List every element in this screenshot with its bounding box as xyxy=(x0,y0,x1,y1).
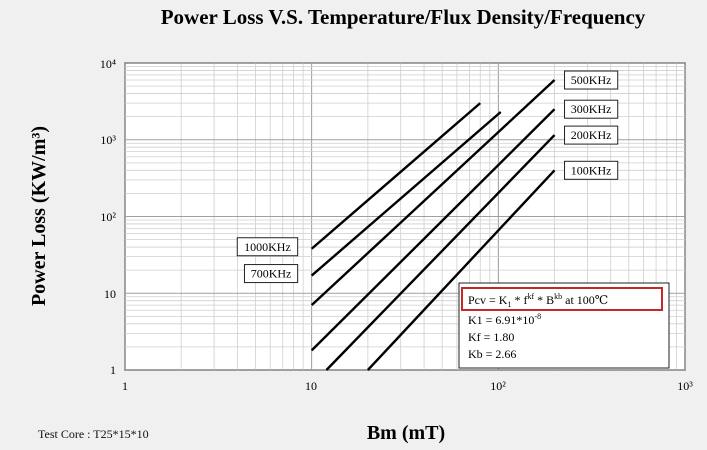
x-tick-labels: 1 10 10² 10³ xyxy=(122,379,693,393)
series-line-300khz xyxy=(310,108,556,352)
x-tick-label: 10 xyxy=(305,379,317,393)
series-label-box xyxy=(236,237,299,257)
y-tick-label: 10³ xyxy=(100,133,116,147)
series-label-box xyxy=(564,70,619,90)
formula-box: Pcv = K1 * fkf * Bkb at 100℃ K1 = 6.91*1… xyxy=(458,282,670,369)
y-axis-label: Power Loss (KW/m³) xyxy=(28,126,50,306)
series-line-200khz xyxy=(325,134,556,371)
series-label-500khz: 500KHz xyxy=(571,73,612,87)
series-label-box xyxy=(564,160,619,180)
series-labels: 1000KHz 700KHz 500KHz 300KHz 200KHz 100KHz xyxy=(236,70,619,284)
formula-kb: Kb = 2.66 xyxy=(468,347,516,361)
formula-box-bg xyxy=(458,282,670,369)
formula-kf: Kf = 1.80 xyxy=(468,330,514,344)
series-label-box xyxy=(564,125,619,145)
series-label-box xyxy=(243,264,299,284)
y-tick-labels: 1 10 10² 10³ 10⁴ xyxy=(100,57,117,377)
formula-equation: Pcv = K1 * fkf * Bkb at 100℃ xyxy=(468,292,608,309)
series-line-500khz xyxy=(310,79,556,307)
series-line-100khz xyxy=(366,169,556,371)
formula-highlight xyxy=(461,287,663,311)
series-line-700khz xyxy=(310,111,502,277)
x-axis-label: Bm (mT) xyxy=(367,422,445,444)
y-tick-label: 10⁴ xyxy=(100,57,116,71)
x-tick-label: 1 xyxy=(122,379,128,393)
x-tick-label: 10² xyxy=(490,379,506,393)
chart-title: Power Loss V.S. Temperature/Flux Density… xyxy=(161,5,646,29)
series-label-1000khz: 1000KHz xyxy=(244,240,291,254)
formula-k1: K1 = 6.91*10-8 xyxy=(468,312,541,327)
series-label-100khz: 100KHz xyxy=(571,163,612,177)
series-label-200khz: 200KHz xyxy=(571,128,612,142)
y-tick-label: 10 xyxy=(104,287,116,301)
x-tick-label: 10³ xyxy=(677,379,693,393)
series-label-300khz: 300KHz xyxy=(571,102,612,116)
series-lines xyxy=(310,79,556,371)
series-line-1000khz xyxy=(310,102,482,250)
series-label-700khz: 700KHz xyxy=(251,267,292,281)
y-tick-label: 10² xyxy=(100,210,116,224)
series-label-box xyxy=(564,99,619,119)
test-core-note: Test Core : T25*15*10 xyxy=(38,427,149,441)
y-tick-label: 1 xyxy=(110,363,116,377)
